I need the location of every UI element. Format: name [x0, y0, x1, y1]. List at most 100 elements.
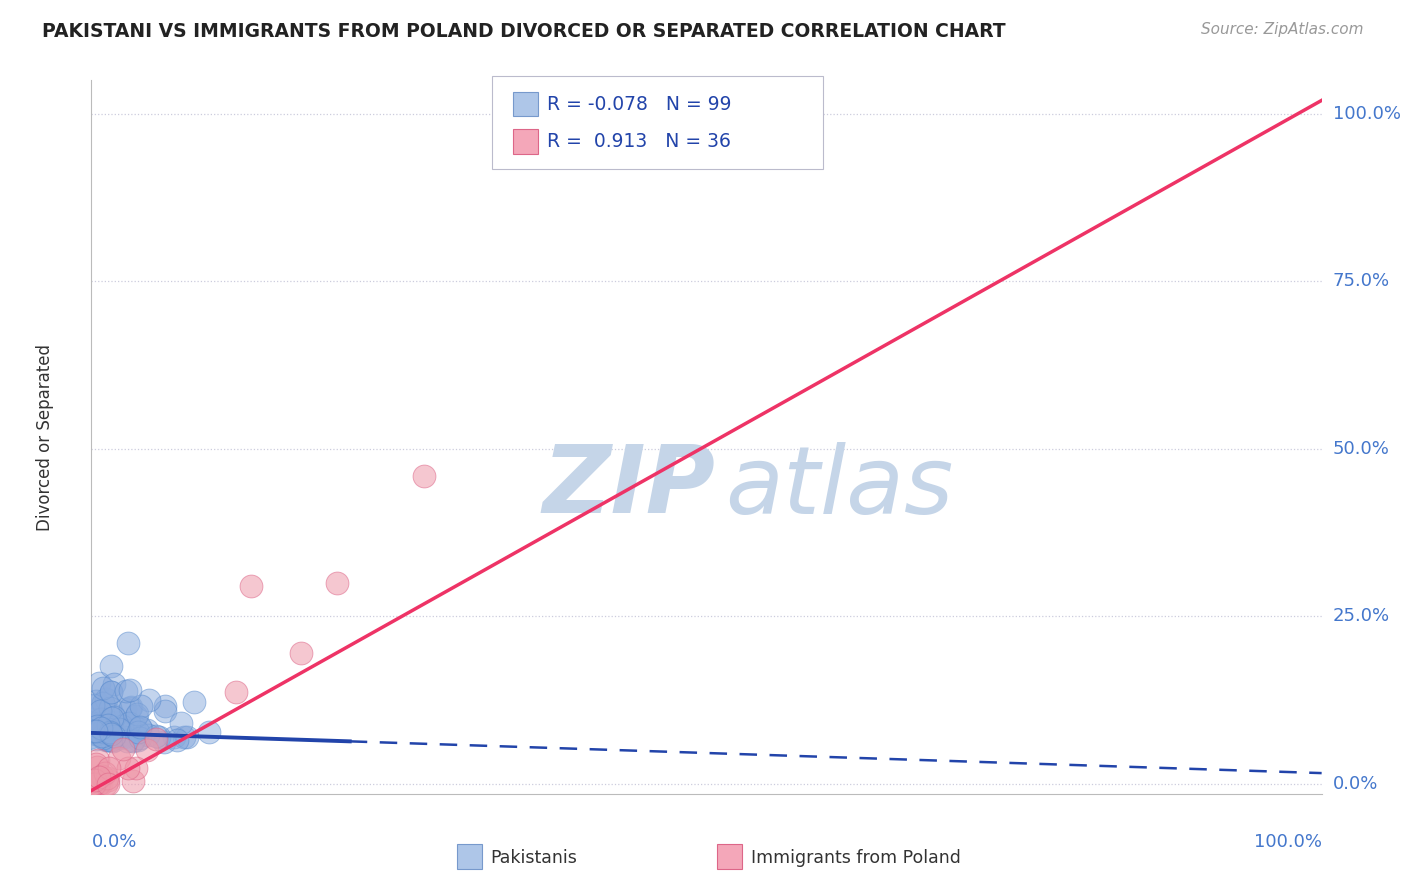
- Point: [108, 750, 131, 764]
- Point: [125, 761, 148, 775]
- Point: [127, 724, 149, 739]
- Point: [94, 717, 117, 731]
- Point: [183, 695, 205, 709]
- Point: [82, 777, 104, 791]
- Point: [108, 722, 131, 736]
- Point: [100, 659, 122, 673]
- Point: [83, 698, 105, 713]
- Point: [225, 685, 247, 699]
- Point: [82, 777, 104, 791]
- Point: [83, 712, 105, 726]
- Point: [93, 724, 115, 739]
- Text: 0.0%: 0.0%: [1333, 775, 1378, 793]
- Point: [91, 731, 114, 745]
- Point: [94, 732, 117, 747]
- Point: [82, 717, 104, 731]
- Point: [103, 730, 125, 744]
- Point: [122, 774, 145, 789]
- Point: [103, 677, 125, 691]
- Text: 75.0%: 75.0%: [1333, 272, 1391, 290]
- Point: [100, 725, 122, 739]
- Point: [87, 753, 110, 767]
- Point: [94, 732, 117, 747]
- Point: [412, 468, 434, 483]
- Point: [120, 701, 142, 715]
- Point: [136, 723, 159, 737]
- Point: [100, 685, 122, 699]
- Point: [87, 777, 110, 791]
- Text: PAKISTANI VS IMMIGRANTS FROM POLAND DIVORCED OR SEPARATED CORRELATION CHART: PAKISTANI VS IMMIGRANTS FROM POLAND DIVO…: [42, 22, 1005, 41]
- Point: [89, 704, 111, 718]
- Point: [94, 766, 117, 780]
- Text: R =  0.913   N = 36: R = 0.913 N = 36: [547, 132, 731, 151]
- Point: [101, 711, 124, 725]
- Point: [97, 762, 120, 776]
- Point: [98, 700, 121, 714]
- Point: [103, 710, 125, 724]
- Point: [104, 715, 127, 730]
- Point: [131, 722, 153, 736]
- Text: atlas: atlas: [725, 442, 953, 533]
- Point: [84, 777, 107, 791]
- Point: [108, 731, 131, 745]
- Point: [83, 725, 105, 739]
- Point: [80, 731, 103, 745]
- Point: [84, 731, 107, 746]
- Point: [136, 728, 159, 742]
- Text: ZIP: ZIP: [543, 441, 716, 533]
- Point: [129, 731, 152, 745]
- Point: [100, 685, 122, 699]
- Point: [117, 761, 139, 775]
- Point: [120, 682, 142, 697]
- Point: [90, 769, 112, 783]
- Point: [326, 575, 349, 590]
- Point: [114, 702, 136, 716]
- Point: [97, 732, 120, 747]
- Point: [145, 730, 167, 744]
- Point: [138, 693, 160, 707]
- Point: [97, 733, 120, 747]
- Point: [101, 730, 124, 744]
- Point: [197, 724, 219, 739]
- Point: [83, 777, 105, 791]
- Point: [98, 731, 121, 745]
- Point: [90, 712, 112, 726]
- Text: R = -0.078   N = 99: R = -0.078 N = 99: [547, 95, 731, 113]
- Point: [86, 760, 108, 774]
- Point: [111, 719, 134, 733]
- Point: [148, 730, 170, 744]
- Point: [97, 773, 120, 788]
- Point: [100, 733, 122, 747]
- Point: [107, 730, 129, 744]
- Point: [84, 777, 107, 791]
- Point: [98, 726, 121, 740]
- Point: [101, 707, 124, 722]
- Point: [127, 732, 149, 747]
- Point: [290, 646, 312, 660]
- Point: [153, 734, 176, 748]
- Point: [155, 699, 177, 714]
- Point: [97, 731, 120, 745]
- Text: 100.0%: 100.0%: [1333, 104, 1400, 123]
- Point: [115, 734, 138, 748]
- Point: [163, 730, 186, 744]
- Point: [84, 723, 107, 738]
- Point: [91, 696, 114, 710]
- Text: 100.0%: 100.0%: [1254, 833, 1322, 851]
- Text: 25.0%: 25.0%: [1333, 607, 1391, 625]
- Point: [112, 742, 135, 756]
- Point: [94, 777, 117, 791]
- Point: [176, 730, 198, 744]
- Point: [86, 718, 108, 732]
- Point: [117, 635, 139, 649]
- Point: [84, 694, 107, 708]
- Point: [129, 698, 152, 713]
- Point: [120, 700, 142, 714]
- Point: [87, 771, 110, 785]
- Point: [135, 743, 157, 757]
- Point: [91, 681, 114, 695]
- Point: [83, 772, 105, 787]
- Point: [145, 731, 167, 746]
- Point: [82, 712, 104, 726]
- Point: [173, 730, 195, 744]
